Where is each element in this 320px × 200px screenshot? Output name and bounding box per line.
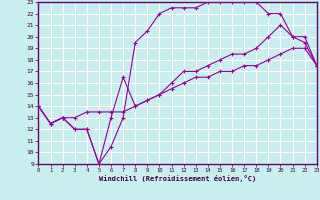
X-axis label: Windchill (Refroidissement éolien,°C): Windchill (Refroidissement éolien,°C) (99, 175, 256, 182)
